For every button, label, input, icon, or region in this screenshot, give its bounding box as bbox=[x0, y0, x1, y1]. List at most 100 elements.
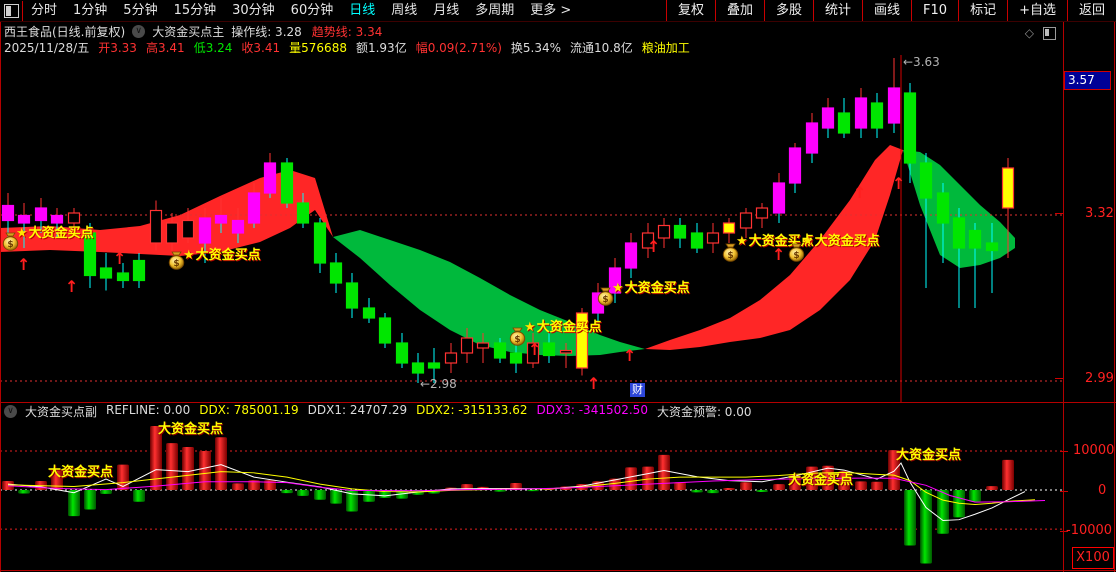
period-tab[interactable]: 周线 bbox=[391, 3, 418, 18]
sub-axis-label: 10000 bbox=[1073, 443, 1115, 458]
frame-bottom bbox=[0, 570, 1116, 571]
candle-body bbox=[542, 342, 556, 357]
flow-bar bbox=[674, 482, 686, 490]
subchart-field: REFLINE: 0.00 bbox=[106, 402, 191, 417]
buy-signal-label: ★大资金买点 bbox=[183, 244, 261, 263]
up-arrow-icon: ↑ bbox=[772, 245, 786, 264]
finance-flag-badge[interactable]: 财 bbox=[630, 383, 645, 397]
flow-bar bbox=[100, 490, 112, 494]
action-button[interactable]: 统计 bbox=[813, 0, 862, 21]
up-arrow-icon: ↑ bbox=[892, 174, 906, 193]
candle-body bbox=[476, 342, 490, 349]
panel-layout-icon[interactable] bbox=[4, 3, 19, 18]
candle-body bbox=[805, 122, 819, 154]
quote-field: 额1.93亿 bbox=[355, 40, 407, 55]
action-button[interactable]: 复权 bbox=[665, 0, 715, 21]
period-tab[interactable]: 分时 bbox=[31, 3, 58, 18]
trend-ribbon bbox=[333, 230, 645, 356]
period-tab[interactable]: 15分钟 bbox=[173, 3, 217, 18]
quote-field: 幅0.09(2.71%) bbox=[415, 40, 502, 55]
period-tab[interactable]: 更多 > bbox=[530, 3, 572, 18]
candle-body bbox=[280, 162, 294, 204]
period-tab[interactable]: 5分钟 bbox=[123, 3, 158, 18]
trend-ribbon bbox=[645, 145, 903, 350]
svg-text:$: $ bbox=[173, 259, 179, 269]
quote-field: 流通10.8亿 bbox=[570, 40, 633, 55]
flow-bar bbox=[133, 490, 145, 502]
star-icon: ★ bbox=[802, 234, 814, 249]
up-arrow-icon: ↑ bbox=[528, 340, 542, 359]
action-button[interactable]: 画线 bbox=[862, 0, 911, 21]
flow-bar bbox=[838, 471, 850, 490]
subchart-field: DDX: 785001.19 bbox=[199, 402, 299, 417]
period-tab[interactable]: 多周期 bbox=[475, 3, 515, 18]
action-button[interactable]: 返回 bbox=[1066, 0, 1116, 21]
sub-axis-label: -10000 bbox=[1066, 523, 1113, 538]
up-arrow-icon: ↑ bbox=[853, 183, 867, 202]
candle-body bbox=[395, 342, 409, 364]
sub-axis-label: 0 bbox=[1098, 483, 1107, 498]
sub-chart-canvas[interactable] bbox=[0, 418, 1063, 570]
candle-body bbox=[34, 207, 48, 222]
action-button[interactable]: F10 bbox=[911, 0, 958, 21]
action-button[interactable]: +自选 bbox=[1007, 0, 1067, 21]
candle-body bbox=[263, 162, 277, 194]
quote-field: 低3.24 bbox=[193, 40, 233, 55]
last-price-highlight: 3.57 bbox=[1064, 71, 1111, 90]
candle-body bbox=[83, 232, 97, 277]
flow-bar bbox=[986, 486, 998, 490]
flow-bar bbox=[232, 483, 244, 490]
candle-body bbox=[99, 267, 113, 279]
candle-body bbox=[985, 242, 999, 252]
panel-divider[interactable] bbox=[0, 402, 1116, 403]
flow-bar bbox=[68, 490, 80, 517]
up-arrow-icon: ↑ bbox=[647, 237, 661, 256]
chevron-down-circle-icon[interactable]: ∨ bbox=[4, 404, 17, 418]
candle-body bbox=[460, 337, 474, 354]
action-button[interactable]: 叠加 bbox=[714, 0, 764, 21]
candle-body bbox=[509, 352, 523, 364]
action-button[interactable]: 标记 bbox=[958, 0, 1007, 21]
period-tab[interactable]: 30分钟 bbox=[232, 3, 275, 18]
flow-bar bbox=[822, 465, 834, 490]
flow-bar bbox=[904, 490, 916, 546]
action-button[interactable]: 多股 bbox=[763, 0, 813, 21]
main-chart-canvas[interactable] bbox=[0, 55, 1063, 402]
flow-bar bbox=[920, 490, 932, 564]
main-indicator-name[interactable]: 大资金买点主 bbox=[152, 24, 225, 39]
period-tabs: 分时 1分钟 5分钟 15分钟 30分钟 60分钟 日线 周线 月线 多周期 更多 > bbox=[23, 0, 579, 21]
split-window-icon[interactable] bbox=[1043, 26, 1056, 40]
candle-body bbox=[378, 317, 392, 344]
subchart-header: ∨ 大资金买点副 REFLINE: 0.00 DDX: 785001.19 DDX1:… bbox=[4, 402, 752, 419]
period-tab[interactable]: 日线 bbox=[349, 3, 376, 18]
flow-bar bbox=[281, 490, 293, 494]
buy-signal-label: ★大资金买点 bbox=[802, 230, 880, 249]
indicator-line bbox=[7, 462, 1026, 521]
candle-body bbox=[67, 212, 81, 224]
candle-body bbox=[1, 204, 15, 222]
candle-body bbox=[936, 192, 950, 224]
candle-body bbox=[706, 232, 720, 244]
flow-bar bbox=[2, 481, 14, 490]
quote-field: 粮油加工 bbox=[641, 40, 690, 55]
star-icon: ★ bbox=[736, 234, 748, 249]
candle-body bbox=[493, 342, 507, 359]
candle-body bbox=[313, 222, 327, 264]
period-tab[interactable]: 1分钟 bbox=[73, 3, 108, 18]
axis-tick bbox=[1060, 451, 1068, 452]
period-tab[interactable]: 月线 bbox=[433, 3, 460, 18]
candle-body bbox=[641, 232, 655, 249]
flow-bar bbox=[150, 425, 162, 490]
frame-right bbox=[1114, 22, 1115, 572]
quote-field: 高3.41 bbox=[145, 40, 185, 55]
money-bag-icon: $ bbox=[788, 243, 805, 262]
diamond-icon[interactable]: ◇ bbox=[1024, 26, 1034, 40]
svg-text:$: $ bbox=[727, 251, 733, 261]
toolbar: 分时 1分钟 5分钟 15分钟 30分钟 60分钟 日线 周线 月线 多周期 更多 > 复权 叠加 多股… bbox=[0, 0, 1116, 22]
chevron-down-circle-icon[interactable]: ∨ bbox=[132, 24, 146, 38]
flow-bar bbox=[740, 482, 752, 490]
period-tab[interactable]: 60分钟 bbox=[290, 3, 334, 18]
flow-bar bbox=[215, 437, 227, 490]
flow-bar bbox=[494, 490, 506, 492]
